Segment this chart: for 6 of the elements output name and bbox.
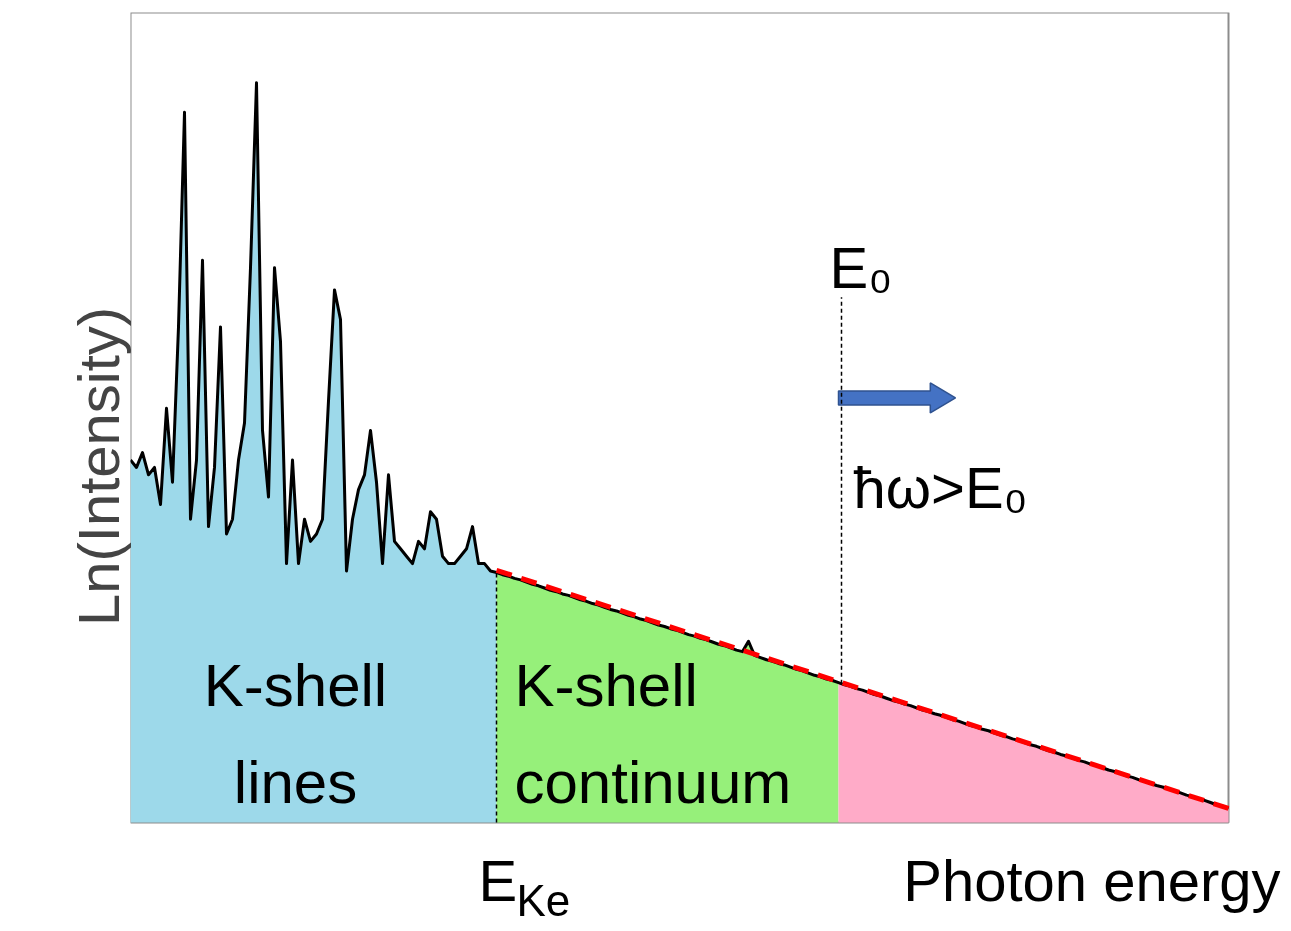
y-axis-title: Ln(Intensity) <box>65 306 131 627</box>
x-axis-title: Photon energy <box>903 847 1281 913</box>
annotation: K-shell continuum <box>514 651 792 816</box>
annotation: ħω>E₀ <box>853 454 1028 520</box>
annotation: K-shell lines <box>203 651 388 816</box>
annotation: E₀ <box>829 235 893 301</box>
